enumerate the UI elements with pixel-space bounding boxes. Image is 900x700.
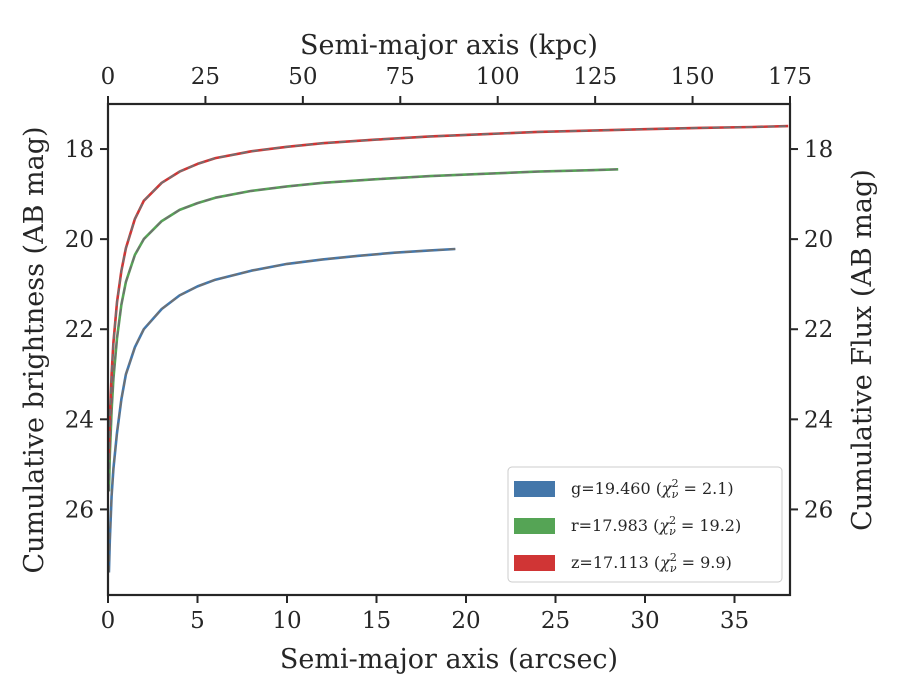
x-tick-label-5: 25 [541,608,570,634]
y-tick-label-right-1: 20 [804,227,833,253]
y-tick-label-left-1: 20 [65,227,94,253]
y-tick-label-right-3: 24 [804,407,833,433]
x-tick-label-1: 5 [190,608,205,634]
model-line-0 [108,248,456,573]
y-tick-label-left-3: 24 [65,407,94,433]
top-x-tick-label-5: 125 [573,64,617,90]
y-axis-title-right: Cumulative Flux (AB mag) [847,169,878,531]
top-x-tick-label-6: 150 [671,64,715,90]
top-x-tick-label-7: 175 [768,64,812,90]
y-tick-label-left-2: 22 [65,317,94,343]
legend-swatch-2 [514,555,555,571]
x-tick-label-7: 35 [720,608,749,634]
y-tick-label-left-4: 26 [65,497,94,523]
legend-frame [507,466,783,583]
x-tick-label-4: 20 [451,608,480,634]
legend-label-2: z=17.113 (χ2 ν = 9.9) [571,551,732,575]
x-axis-title-top: Semi-major axis (kpc) [300,30,598,61]
legend-swatch-1 [514,518,555,534]
y-tick-label-right-4: 26 [804,497,833,523]
top-x-tick-label-4: 100 [476,64,520,90]
y-tick-label-right-2: 22 [804,317,833,343]
legend-label-0: g=19.460 (χ2 ν = 2.1) [571,477,734,501]
y-tick-label-left-0: 18 [65,137,94,163]
top-x-tick-label-2: 50 [288,64,317,90]
top-x-tick-label-0: 0 [101,64,116,90]
plot-frame [106,102,792,597]
x-tick-label-6: 30 [630,608,659,634]
x-tick-label-3: 15 [362,608,391,634]
x-tick-label-2: 10 [272,608,301,634]
top-x-tick-label-1: 25 [191,64,220,90]
x-tick-label-0: 0 [101,608,116,634]
top-x-tick-label-3: 75 [386,64,415,90]
model-line-2 [108,125,789,460]
ticks-layer: 0 5 10 15 20 25 30 35 0 25 50 75 100 125 150 175 18 18 20 2… [65,64,834,634]
y-axis-title-left: Cumulative brightness (AB mag) [19,126,50,573]
y-tick-label-right-0: 18 [804,137,833,163]
model-line-1 [108,168,619,492]
legend: g=19.460 (χ2 ν = 2.1) r=17.983 (χ2 ν = 19.2… [507,466,783,583]
legend-swatch-0 [514,481,555,497]
series-layer [107,124,789,573]
x-axis-title-bottom: Semi-major axis (arcsec) [280,644,618,675]
legend-label-1: r=17.983 (χ2 ν = 19.2) [571,514,741,538]
